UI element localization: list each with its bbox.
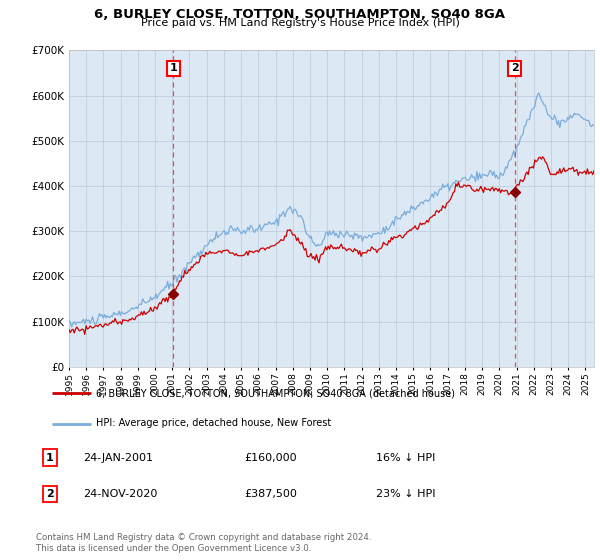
- Text: 23% ↓ HPI: 23% ↓ HPI: [376, 489, 436, 499]
- Text: Price paid vs. HM Land Registry's House Price Index (HPI): Price paid vs. HM Land Registry's House …: [140, 18, 460, 29]
- Text: 2: 2: [46, 489, 53, 499]
- Text: £160,000: £160,000: [245, 452, 297, 463]
- Text: 1: 1: [170, 63, 178, 73]
- Text: 2: 2: [511, 63, 518, 73]
- Text: 24-NOV-2020: 24-NOV-2020: [83, 489, 157, 499]
- Text: 6, BURLEY CLOSE, TOTTON, SOUTHAMPTON, SO40 8GA: 6, BURLEY CLOSE, TOTTON, SOUTHAMPTON, SO…: [95, 8, 505, 21]
- Text: 24-JAN-2001: 24-JAN-2001: [83, 452, 152, 463]
- Text: Contains HM Land Registry data © Crown copyright and database right 2024.
This d: Contains HM Land Registry data © Crown c…: [36, 533, 371, 553]
- Text: £387,500: £387,500: [245, 489, 298, 499]
- Text: 6, BURLEY CLOSE, TOTTON, SOUTHAMPTON, SO40 8GA (detached house): 6, BURLEY CLOSE, TOTTON, SOUTHAMPTON, SO…: [97, 388, 455, 398]
- Text: 1: 1: [46, 452, 53, 463]
- Text: 16% ↓ HPI: 16% ↓ HPI: [376, 452, 436, 463]
- Text: HPI: Average price, detached house, New Forest: HPI: Average price, detached house, New …: [97, 418, 332, 428]
